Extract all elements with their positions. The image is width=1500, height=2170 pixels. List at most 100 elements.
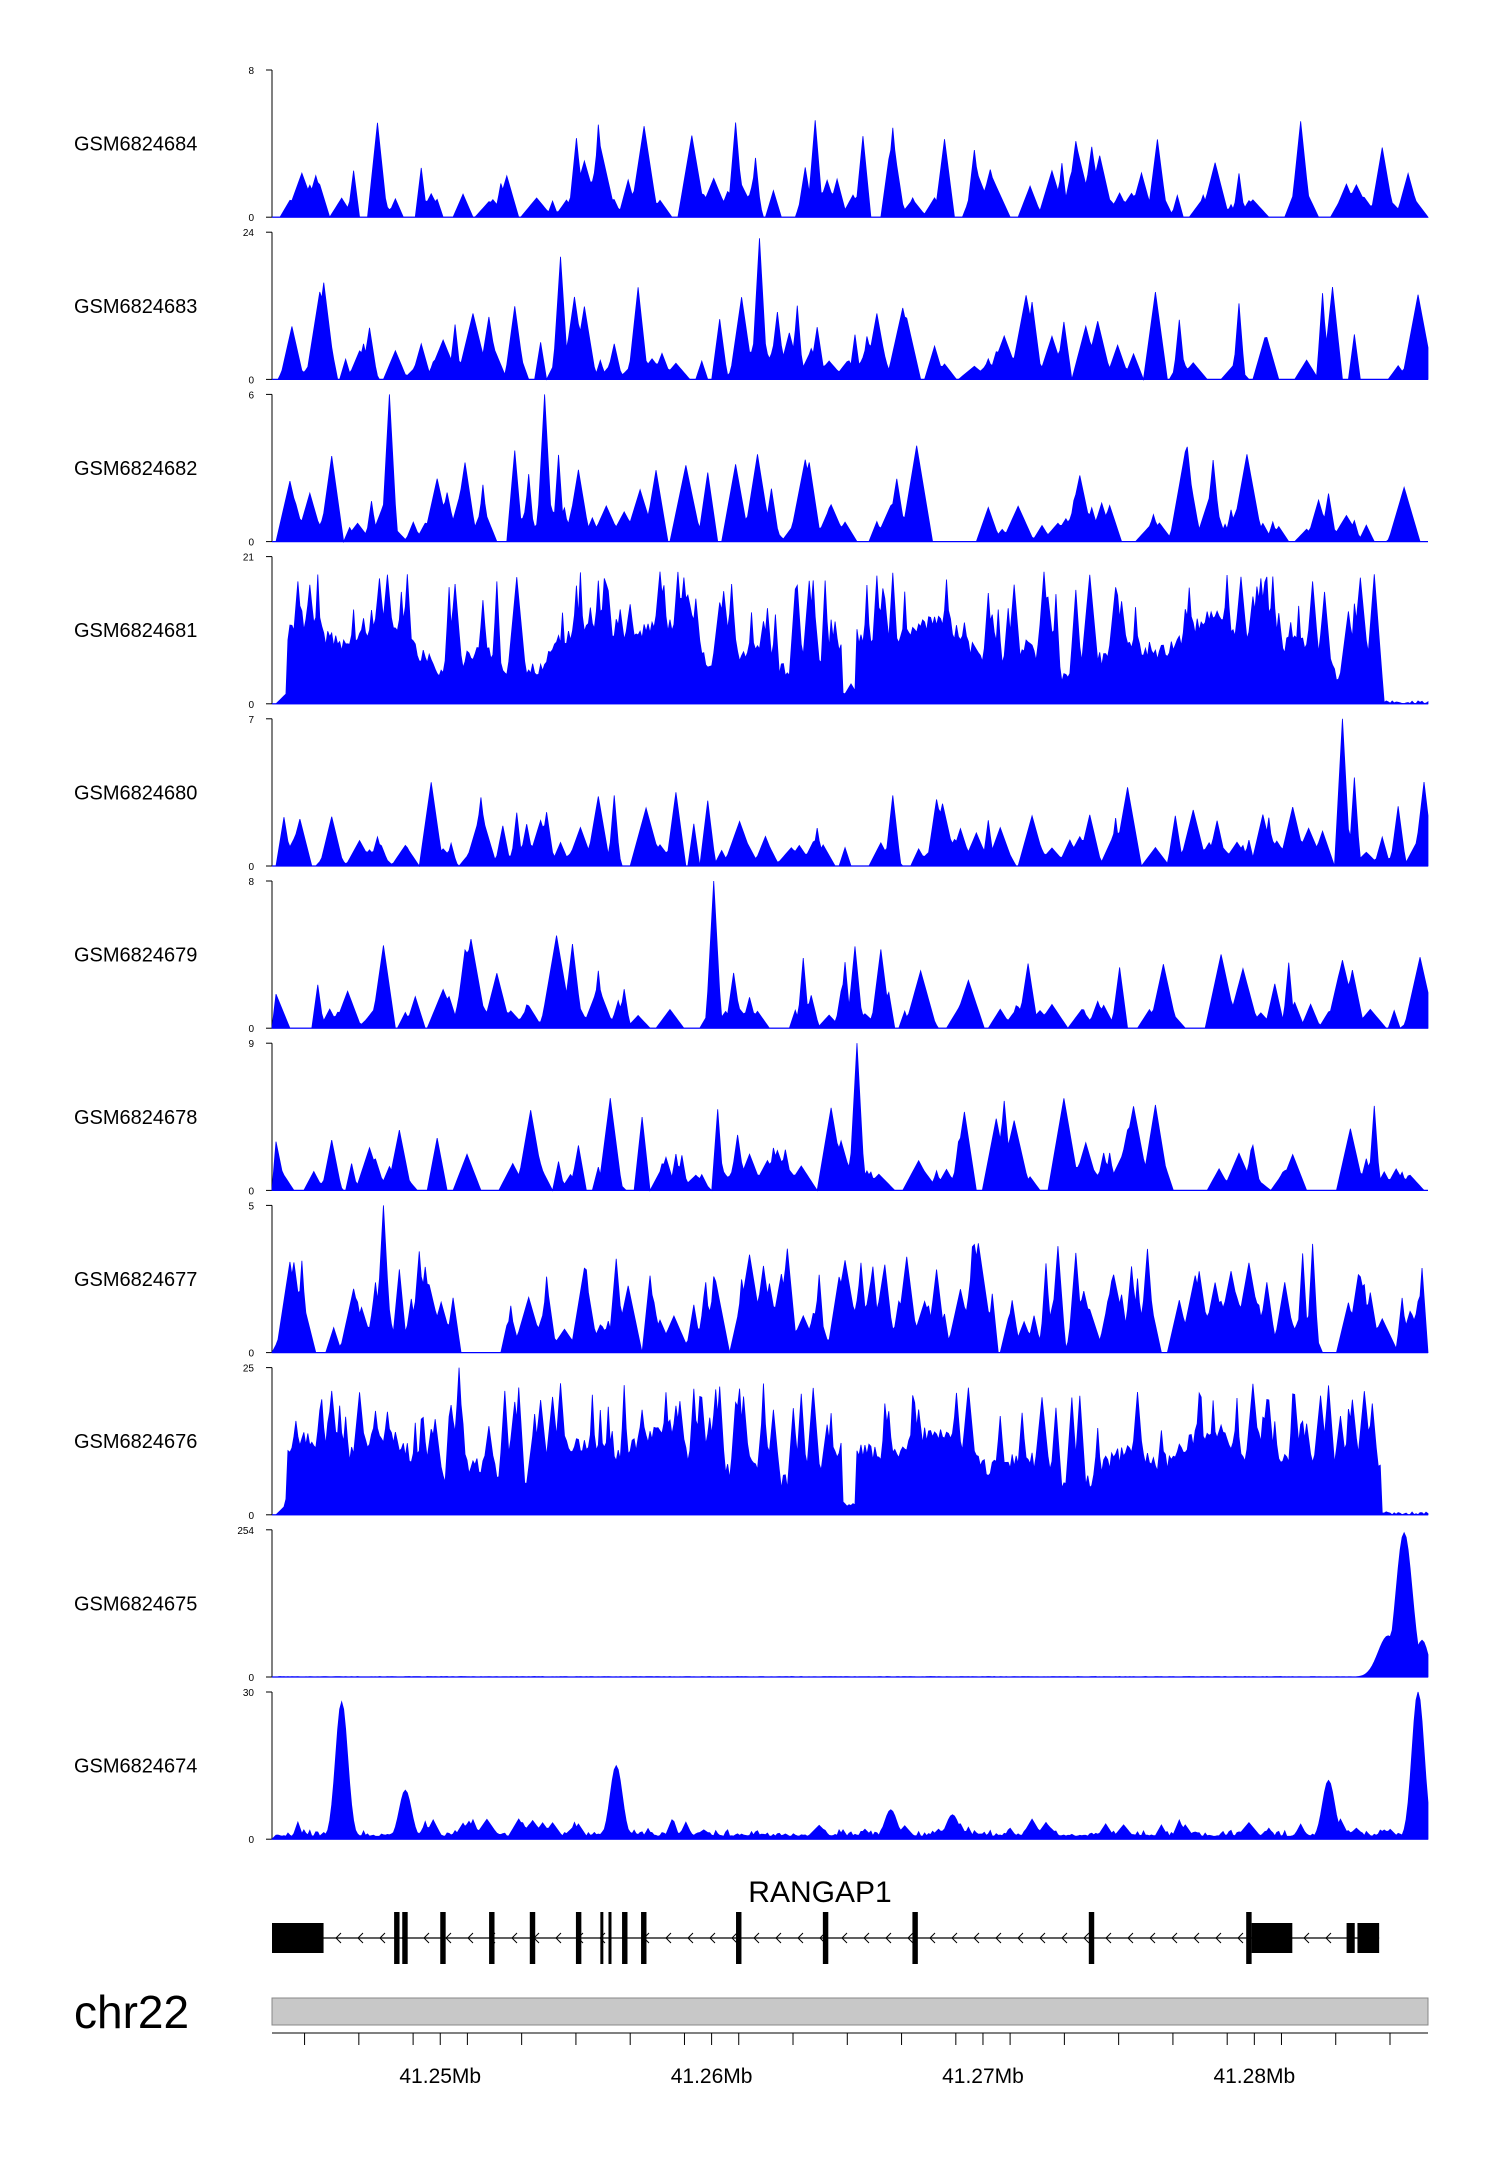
signal-area [272,238,1429,381]
strand-arrow [687,1932,694,1944]
chromosome-label: chr22 [74,1986,189,2038]
x-tick-label: 41.25Mb [399,2065,481,2088]
gene-name-label: RANGAP1 [748,1876,891,1909]
strand-arrow [907,1932,914,1944]
strand-arrow [467,1932,474,1944]
exon [622,1912,628,1964]
exon [736,1912,742,1964]
strand-arrow [1303,1932,1310,1944]
y-tick-label-max: 254 [237,1526,254,1537]
strand-arrow [929,1932,936,1944]
strand-arrow [1215,1932,1222,1944]
y-tick-label-min: 0 [248,213,254,224]
strand-arrow [1325,1932,1332,1944]
y-tick-label-min: 0 [248,1024,254,1035]
strand-arrow [1193,1932,1200,1944]
exon [489,1912,495,1964]
track-label: GSM6824681 [74,620,197,642]
track-GSM6824683: GSM6824683 24 0 [74,228,1429,386]
y-tick-label-max: 8 [248,66,254,77]
gene-track: RANGAP1 [272,1876,1380,1964]
track-GSM6824679: GSM6824679 8 0 [74,877,1429,1035]
exon [1088,1912,1095,1964]
strand-arrow [775,1932,782,1944]
y-tick-label-max: 5 [248,1201,254,1212]
x-tick-label: 41.26Mb [671,2065,753,2088]
track-GSM6824678: GSM6824678 9 0 [74,1039,1428,1197]
track-label: GSM6824683 [74,296,197,318]
strand-arrow [379,1932,386,1944]
exon [1246,1912,1252,1964]
track-GSM6824684: GSM6824684 8 0 [74,66,1429,224]
strand-arrow [1237,1932,1244,1944]
signal-area [272,120,1429,219]
strand-arrow [1061,1932,1068,1944]
y-tick-label-min: 0 [248,1349,254,1360]
strand-arrow [753,1932,760,1944]
strand-arrow [335,1932,342,1944]
exon [272,1923,324,1953]
strand-arrow [1171,1932,1178,1944]
exon [440,1912,446,1964]
x-tick-label: 41.28Mb [1213,2065,1295,2088]
x-tick-label: 41.27Mb [942,2065,1024,2088]
y-tick-label-min: 0 [248,375,254,386]
exon [600,1912,604,1964]
track-label: GSM6824684 [74,134,197,156]
exon [608,1912,612,1964]
y-tick-label-max: 24 [243,228,255,239]
y-tick-label-min: 0 [248,700,254,711]
track-GSM6824681: GSM6824681 21 0 [74,553,1429,711]
exon [822,1912,829,1964]
signal-area [272,571,1429,705]
strand-arrow [1127,1932,1134,1944]
strand-arrow [1039,1932,1046,1944]
signal-area [271,880,1429,1029]
y-tick-label-min: 0 [248,1835,254,1846]
signal-area [272,394,1428,544]
y-tick-label-max: 25 [243,1364,255,1375]
strand-arrow [423,1932,430,1944]
exon [402,1912,408,1964]
strand-arrow [1105,1932,1112,1944]
genomic-axis: 41.25Mb 41.26Mb 41.27Mb 41.28Mb [272,2032,1428,2088]
chromosome-band [271,1997,1429,2026]
track-label: GSM6824678 [74,1107,197,1129]
signal-area [271,1205,1429,1353]
track-label: GSM6824676 [74,1431,197,1453]
y-tick-label-max: 8 [248,877,254,888]
strand-arrow [555,1932,562,1944]
y-tick-label-min: 0 [248,862,254,873]
track-label: GSM6824679 [74,945,197,967]
strand-arrow [357,1932,364,1944]
track-GSM6824676: GSM6824676 25 0 [74,1364,1429,1522]
exon [394,1912,400,1964]
y-tick-label-max: 30 [243,1688,255,1699]
strand-arrow [665,1932,672,1944]
exon [912,1912,918,1964]
signal-area [272,1367,1429,1516]
signal-area [271,1043,1428,1192]
y-tick-label-min: 0 [248,1186,254,1197]
track-label: GSM6824674 [74,1756,197,1778]
y-tick-label-max: 21 [243,553,255,564]
strand-arrow [951,1932,958,1944]
exon [1357,1923,1380,1953]
y-tick-label-max: 7 [248,715,254,726]
strand-arrow [731,1932,738,1944]
strand-arrow [863,1932,870,1944]
strand-arrow [445,1932,452,1944]
track-GSM6824677: GSM6824677 5 0 [74,1201,1429,1360]
strand-arrow [797,1932,804,1944]
signal-tracks: GSM682468480GSM6824683240GSM682468260GSM… [74,66,1429,1846]
exon [529,1912,536,1964]
track-GSM6824680: GSM6824680 7 0 [74,715,1429,873]
exon [641,1912,647,1964]
track-GSM6824682: GSM6824682 6 0 [74,390,1428,549]
track-label: GSM6824677 [74,1269,197,1291]
strand-arrow [709,1932,716,1944]
strand-arrow [841,1932,848,1944]
signal-area [272,718,1429,868]
y-tick-label-max: 9 [248,1039,254,1050]
